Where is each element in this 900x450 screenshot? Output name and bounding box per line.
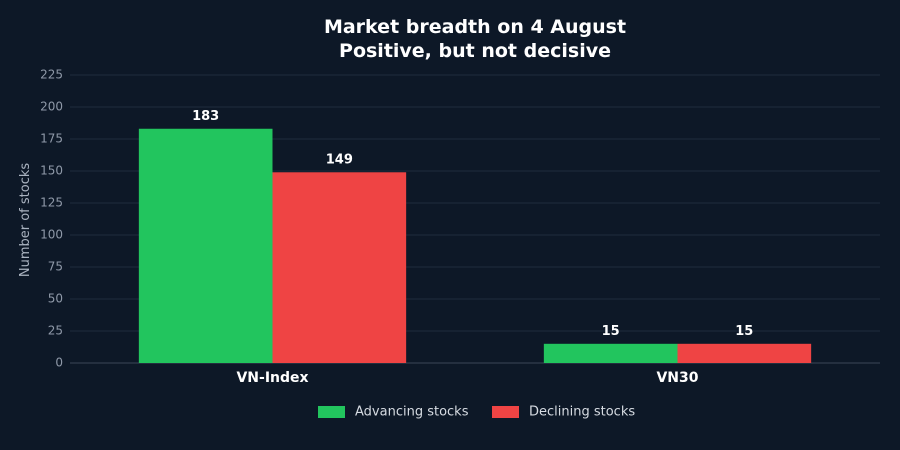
x-axis-labels: VN-Index VN30	[236, 370, 698, 386]
x-category-label: VN-Index	[236, 370, 308, 386]
y-tick-label: 125	[40, 196, 63, 210]
y-tick-label: 150	[40, 164, 63, 178]
bar-advancing-stocks	[138, 128, 273, 363]
bar-value-label: 149	[326, 152, 353, 167]
bar-advancing-stocks	[543, 343, 678, 363]
bar-value-label: 15	[602, 324, 620, 339]
y-tick-label: 100	[40, 228, 63, 242]
legend: Advancing stocks Declining stocks	[318, 405, 635, 420]
bar-declining-stocks	[677, 343, 812, 363]
bar-value-label: 183	[192, 109, 219, 124]
bars	[138, 128, 812, 363]
y-axis-title: Number of stocks	[18, 163, 33, 278]
legend-swatch	[492, 406, 519, 418]
y-tick-label: 75	[48, 260, 63, 274]
chart-title-line-2: Positive, but not decisive	[339, 40, 611, 62]
x-category-label: VN30	[656, 370, 698, 386]
y-tick-label: 50	[48, 292, 63, 306]
legend-swatch	[318, 406, 345, 418]
y-tick-label: 225	[40, 68, 63, 82]
legend-label: Declining stocks	[529, 405, 635, 420]
y-axis-ticks: 0 25 50 75 100 125 150 175 200 225	[40, 68, 63, 370]
bar-declining-stocks	[272, 172, 407, 363]
data-labels: 183 149 15 15	[192, 109, 753, 339]
legend-label: Advancing stocks	[355, 405, 469, 420]
y-tick-label: 175	[40, 132, 63, 146]
bar-value-label: 15	[735, 324, 753, 339]
y-tick-label: 200	[40, 100, 63, 114]
y-tick-label: 0	[55, 356, 63, 370]
y-tick-label: 25	[48, 324, 63, 338]
chart-title-line-1: Market breadth on 4 August	[324, 16, 626, 38]
